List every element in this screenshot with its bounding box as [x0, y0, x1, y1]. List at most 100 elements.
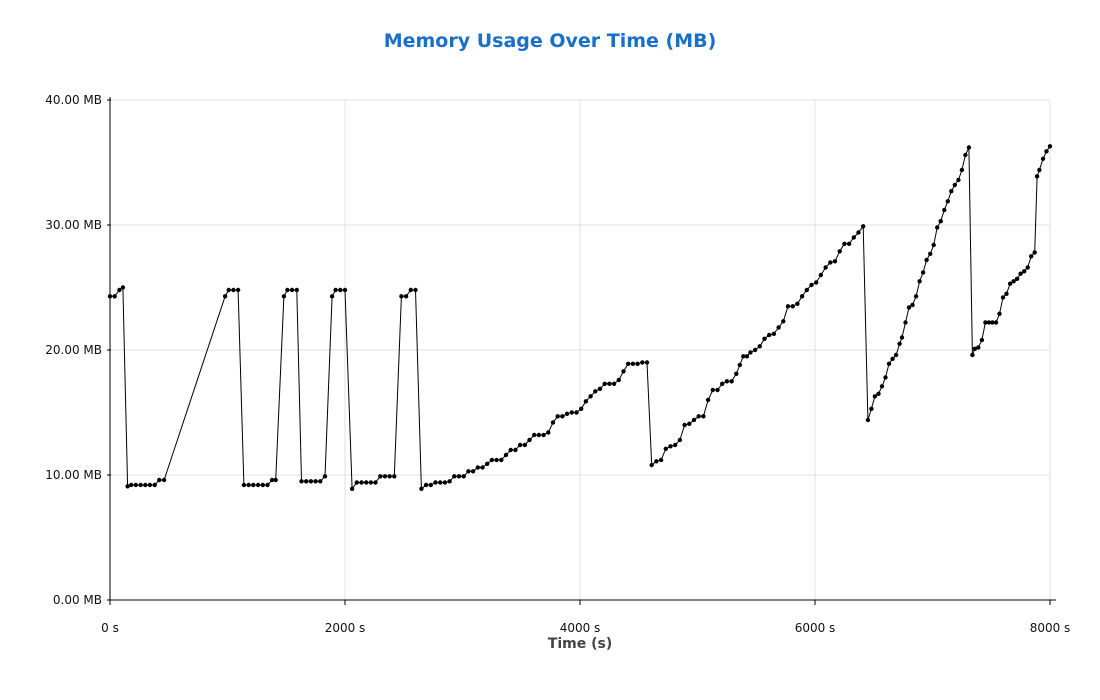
data-point	[663, 446, 668, 451]
data-point	[809, 282, 814, 288]
data-point	[724, 379, 730, 384]
data-point	[986, 320, 992, 325]
data-point	[837, 249, 842, 254]
data-point	[1011, 279, 1016, 284]
data-point	[550, 420, 556, 425]
data-point	[966, 145, 972, 150]
data-point	[677, 437, 683, 443]
data-point	[846, 241, 852, 246]
data-point	[403, 294, 409, 299]
data-point	[499, 457, 504, 463]
data-point	[705, 397, 711, 403]
data-point	[107, 294, 113, 299]
data-point	[993, 320, 999, 325]
data-point	[917, 279, 922, 284]
data-point	[112, 294, 117, 299]
data-point	[1025, 265, 1030, 270]
data-point	[856, 230, 861, 235]
data-point	[433, 480, 438, 485]
data-point	[752, 347, 758, 353]
data-point	[785, 304, 791, 309]
data-point	[897, 341, 902, 346]
data-point	[602, 381, 607, 386]
data-point	[475, 465, 480, 470]
data-point	[979, 337, 985, 343]
data-point	[1000, 295, 1006, 300]
data-point	[597, 386, 603, 391]
data-point	[255, 482, 261, 488]
data-point	[893, 352, 899, 358]
data-point	[959, 167, 965, 173]
data-point	[990, 320, 995, 325]
data-point	[382, 474, 388, 479]
data-point	[1014, 276, 1020, 281]
data-point	[260, 482, 265, 488]
data-point	[322, 474, 328, 479]
data-point	[876, 391, 881, 396]
x-tick-label: 8000 s	[1030, 621, 1071, 635]
data-point	[522, 442, 527, 448]
data-point	[285, 287, 290, 293]
data-point	[560, 414, 565, 419]
data-point	[349, 486, 355, 491]
x-tick-label: 6000 s	[795, 621, 836, 635]
data-point	[644, 360, 650, 365]
data-point	[532, 432, 537, 438]
data-point	[419, 486, 424, 491]
data-point	[536, 432, 542, 438]
data-point	[378, 474, 383, 479]
data-point	[308, 479, 314, 484]
data-point	[903, 320, 908, 325]
data-point	[790, 304, 795, 309]
data-point	[883, 375, 888, 380]
data-point	[668, 444, 673, 449]
data-point	[1037, 167, 1042, 173]
data-point	[428, 482, 433, 488]
data-point	[294, 287, 299, 293]
data-point	[886, 361, 892, 366]
data-point	[949, 189, 954, 194]
x-tick-label: 0 s	[101, 621, 119, 635]
data-point	[682, 422, 687, 428]
data-point	[442, 480, 448, 485]
x-tick-label: 4000 s	[560, 621, 601, 635]
data-point	[1029, 254, 1034, 259]
data-point	[814, 280, 819, 285]
data-point	[734, 371, 739, 376]
data-point	[246, 482, 251, 488]
data-point	[621, 369, 626, 374]
data-point	[133, 482, 138, 488]
data-point	[956, 177, 961, 183]
data-point	[687, 421, 692, 426]
data-point	[938, 219, 943, 224]
y-tick-label: 10.00 MB	[45, 468, 102, 482]
data-point	[872, 394, 878, 399]
data-point	[399, 294, 404, 299]
data-point	[976, 345, 981, 350]
data-point	[588, 394, 593, 399]
data-point	[338, 287, 343, 293]
y-axis-ticks: 0.00 MB 10.00 MB 20.00 MB 30.00 MB 40.00 MB	[45, 93, 111, 607]
data-point	[804, 287, 809, 293]
data-point	[607, 381, 612, 386]
data-point	[776, 325, 781, 330]
data-point	[517, 442, 523, 448]
data-point	[593, 389, 598, 394]
data-point	[935, 225, 940, 230]
data-point	[781, 319, 786, 324]
data-point	[373, 480, 378, 485]
data-point	[762, 336, 767, 341]
data-point	[368, 480, 374, 485]
data-point	[799, 294, 805, 299]
data-point	[997, 311, 1002, 316]
data-point	[842, 241, 847, 246]
data-point	[823, 265, 828, 270]
data-point	[117, 287, 122, 293]
data-point	[945, 199, 950, 204]
data-point	[120, 285, 126, 290]
data-point	[413, 287, 418, 293]
data-point	[222, 294, 228, 299]
data-point	[952, 182, 957, 188]
data-point	[265, 482, 270, 488]
